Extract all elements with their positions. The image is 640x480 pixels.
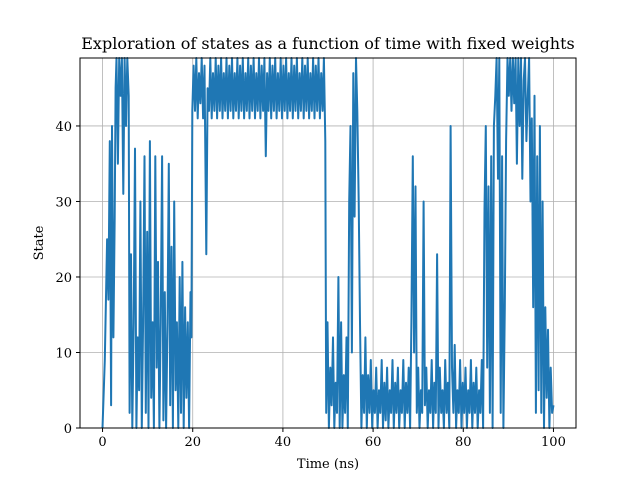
x-tick-label: 100	[541, 435, 566, 450]
y-tick-label: 30	[55, 195, 72, 210]
y-tick-label: 0	[64, 422, 72, 437]
y-axis-ticks: 0 10 20 30 40	[55, 120, 80, 437]
y-axis-label: State	[32, 225, 47, 260]
plot-frame	[79, 57, 577, 429]
x-axis-label: Time (ns)	[297, 457, 359, 472]
y-tick-label: 40	[55, 120, 72, 135]
y-tick-label: 10	[55, 346, 72, 361]
chart-title: Exploration of states as a function of t…	[81, 34, 575, 53]
x-axis-ticks: 0 20 40 60 80 100	[98, 428, 566, 450]
x-tick-label: 20	[184, 435, 201, 450]
x-tick-label: 40	[275, 435, 292, 450]
x-tick-label: 60	[365, 435, 382, 450]
x-tick-label: 80	[455, 435, 472, 450]
y-tick-label: 20	[55, 271, 72, 286]
x-tick-label: 0	[98, 435, 106, 450]
series-line	[101, 57, 555, 429]
